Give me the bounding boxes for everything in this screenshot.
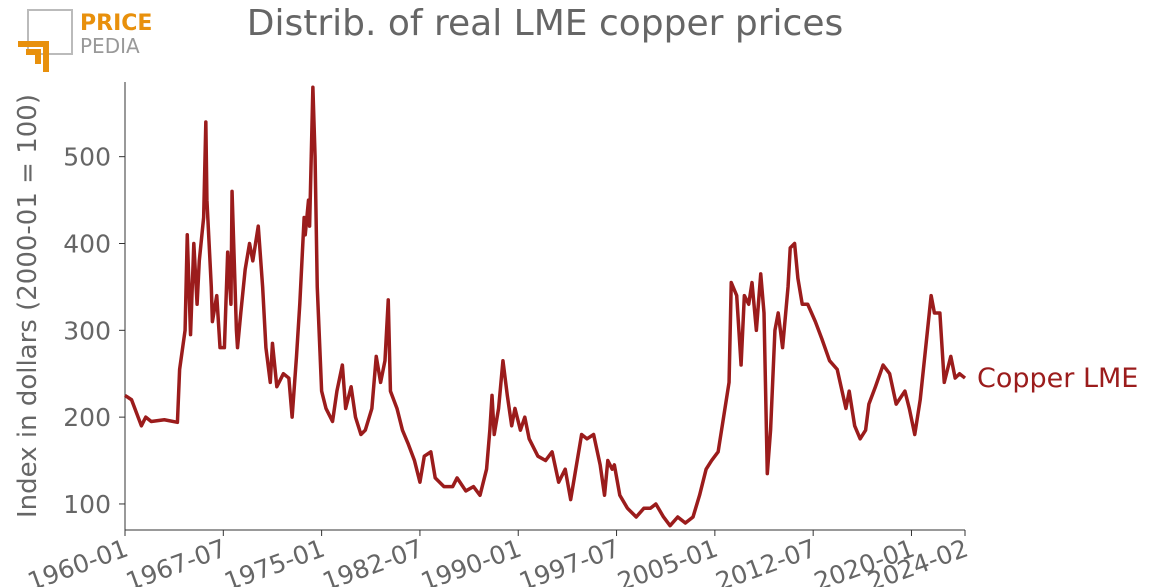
- x-tick-label: 1975-01: [220, 534, 328, 587]
- chart-title: Distrib. of real LME copper prices: [247, 3, 844, 44]
- logo-top: PRICE: [80, 11, 152, 36]
- y-tick-label: 200: [63, 403, 111, 432]
- y-tick-label: 100: [63, 490, 111, 519]
- y-tick-label: 400: [63, 229, 111, 258]
- x-tick-label: 2012-07: [712, 534, 820, 587]
- x-tick-label: 1997-07: [515, 534, 623, 587]
- series-label: Copper LME: [977, 363, 1138, 394]
- x-tick-label: 1967-07: [122, 534, 230, 587]
- logo-bottom: PEDIA: [80, 34, 140, 58]
- y-tick-label: 300: [63, 316, 111, 345]
- x-tick-label: 2005-01: [614, 534, 722, 587]
- x-tick-label: 1982-07: [319, 534, 427, 587]
- x-tick-label: 1960-01: [24, 534, 132, 587]
- series-line: [124, 85, 967, 528]
- y-axis-label: Index in dollars (2000-01 = 100): [13, 94, 43, 518]
- y-tick-label: 500: [63, 143, 111, 172]
- logo-frame: [27, 9, 73, 55]
- logo: PRICE PEDIA: [18, 9, 152, 72]
- logo-mark: [18, 41, 49, 72]
- x-tick-label: 1990-01: [417, 534, 525, 587]
